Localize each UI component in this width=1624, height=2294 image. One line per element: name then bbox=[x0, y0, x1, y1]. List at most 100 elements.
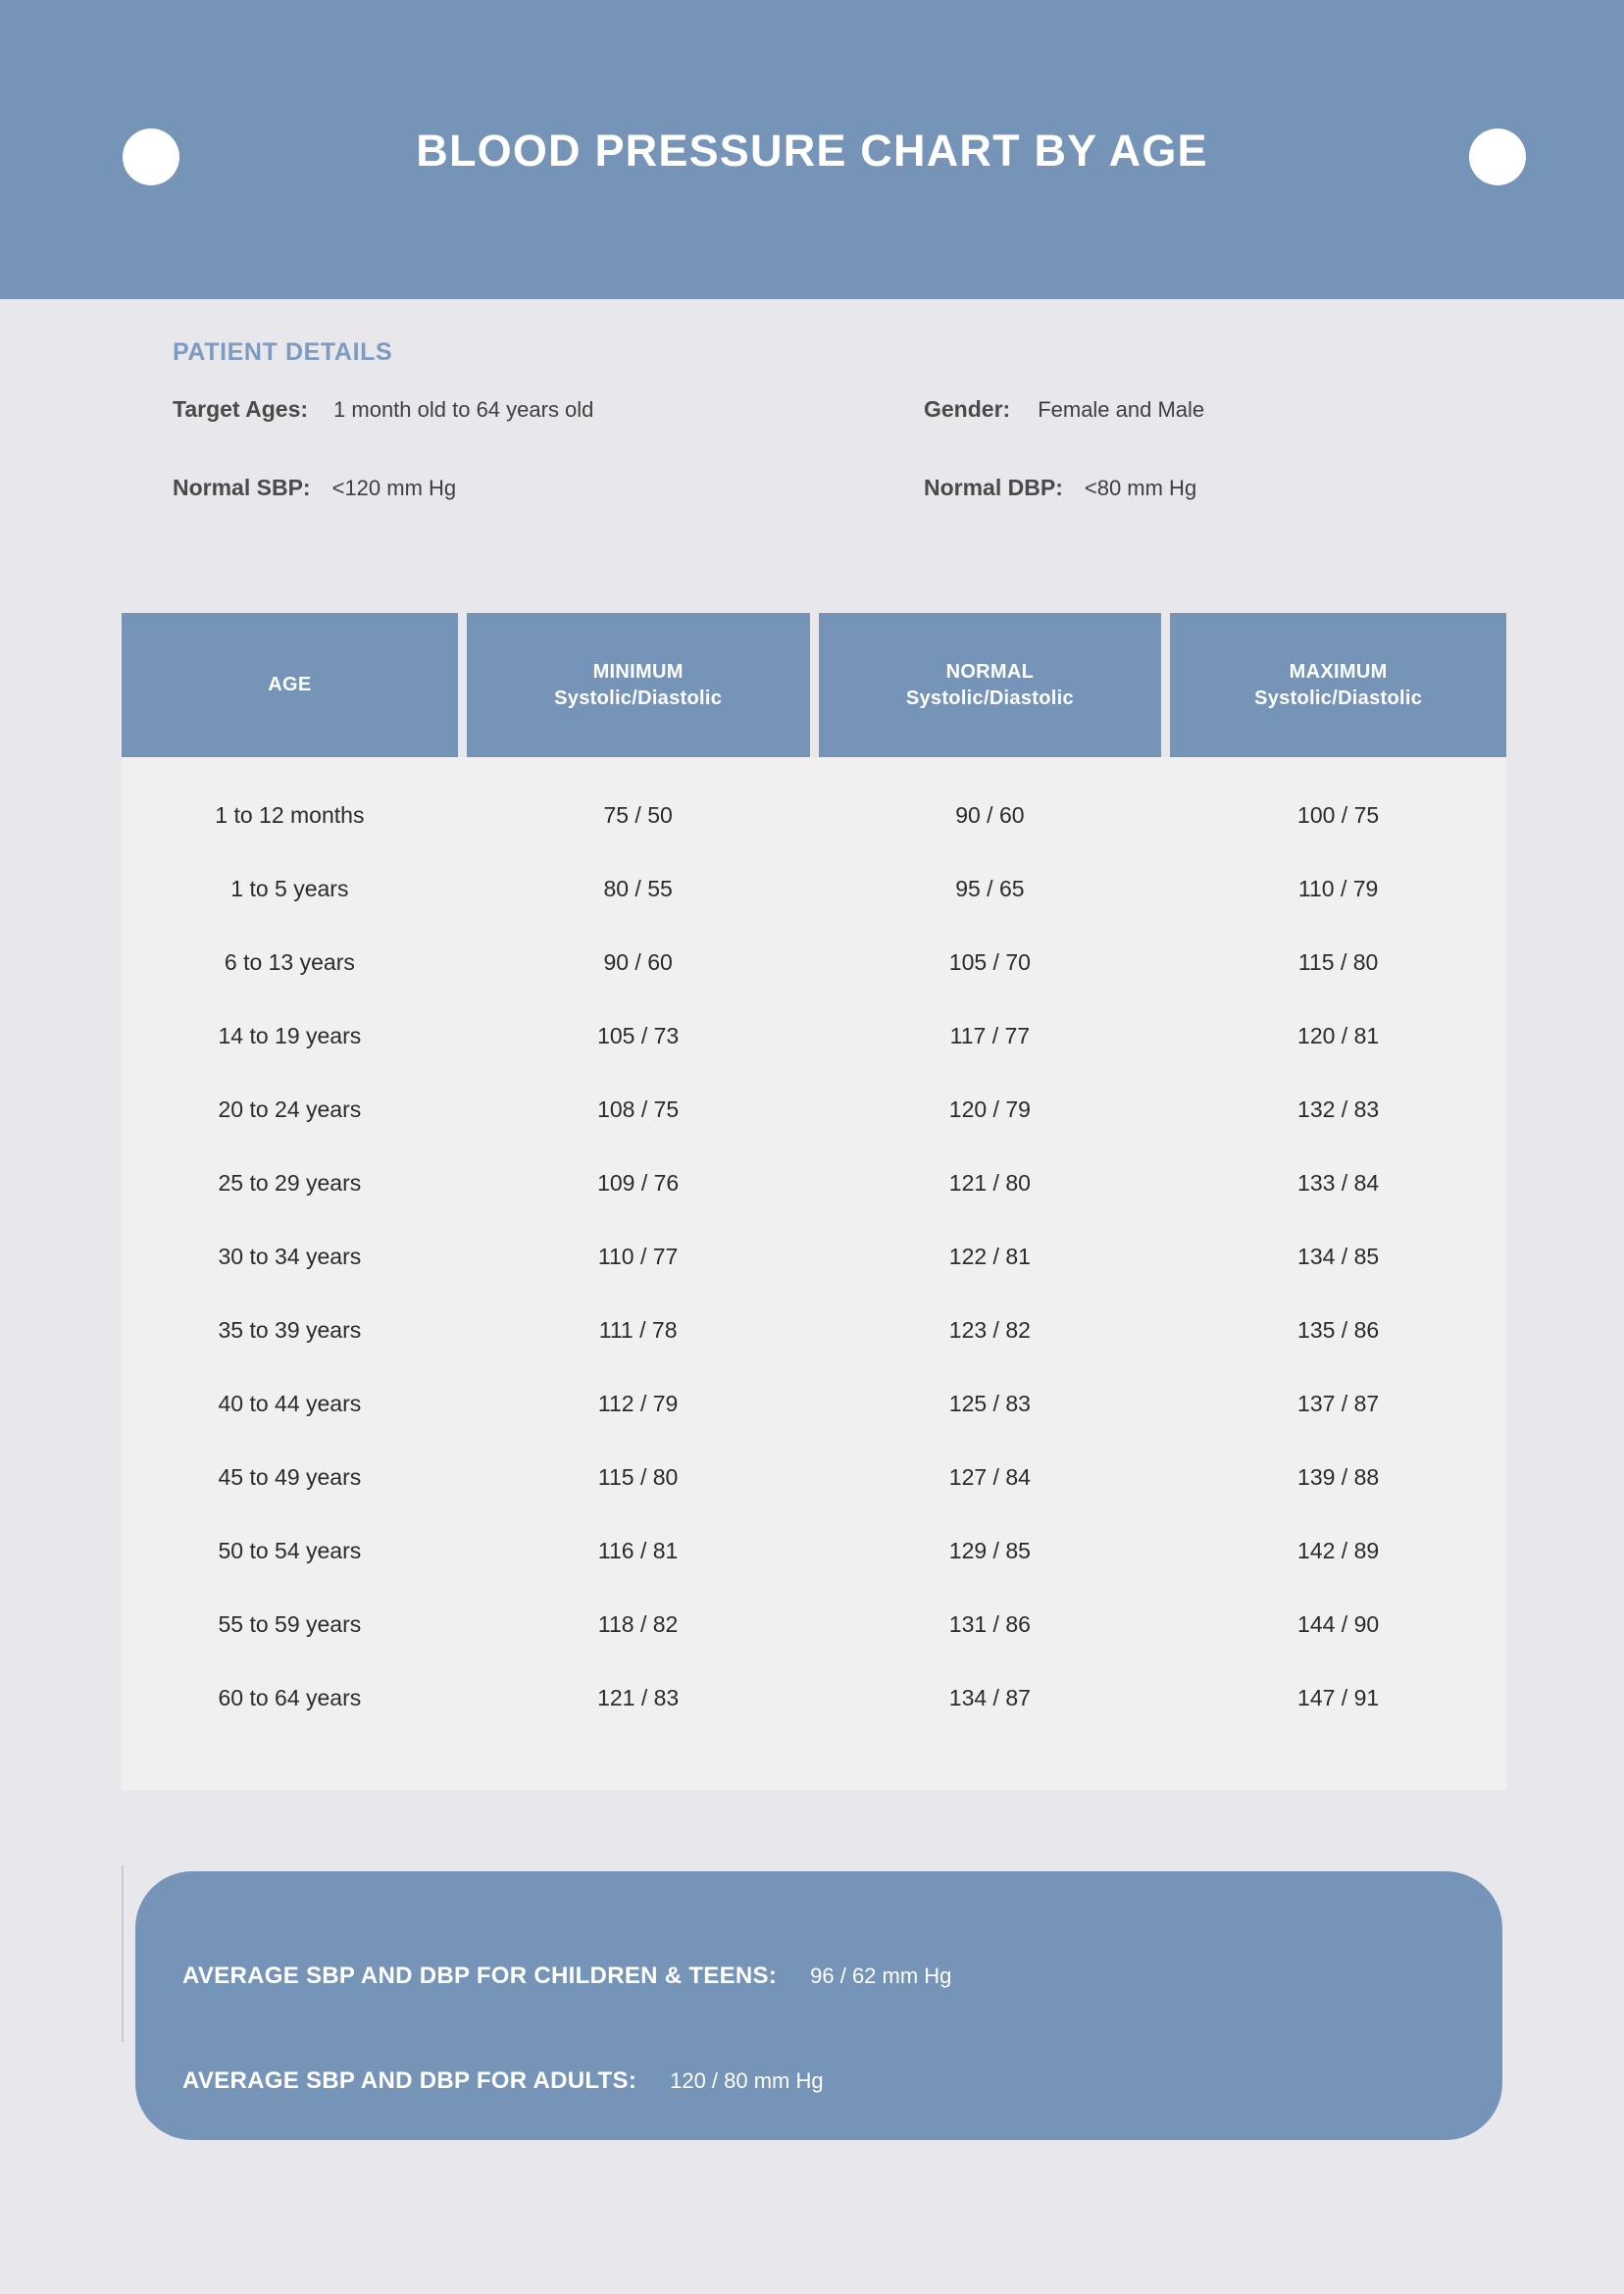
table-row: 6 to 13 years 90 / 60 105 / 70 115 / 80 bbox=[122, 926, 1506, 999]
page-title: BLOOD PRESSURE CHART BY AGE bbox=[416, 126, 1208, 176]
summary-label-children: AVERAGE SBP AND DBP FOR CHILDREN & TEENS… bbox=[182, 1963, 778, 1989]
table-header-minimum-title: MINIMUM bbox=[592, 661, 684, 684]
patient-details-grid: Target Ages: 1 month old to 64 years old… bbox=[122, 392, 1506, 515]
cell-maximum: 144 / 90 bbox=[1297, 1611, 1380, 1637]
cell-maximum: 137 / 87 bbox=[1297, 1391, 1380, 1416]
detail-gender: Gender: Female and Male bbox=[924, 396, 1204, 423]
cell-minimum: 80 / 55 bbox=[603, 876, 673, 901]
cell-age: 30 to 34 years bbox=[218, 1244, 362, 1269]
cell-minimum: 109 / 76 bbox=[597, 1170, 680, 1196]
table-header-normal-subtitle: Systolic/Diastolic bbox=[905, 687, 1074, 709]
table-header-minimum-subtitle: Systolic/Diastolic bbox=[554, 687, 723, 709]
table-row: 20 to 24 years 108 / 75 120 / 79 132 / 8… bbox=[122, 1073, 1506, 1147]
cell-minimum: 115 / 80 bbox=[597, 1464, 679, 1490]
cell-age: 45 to 49 years bbox=[218, 1464, 362, 1490]
cell-age: 40 to 44 years bbox=[218, 1391, 362, 1416]
cell-normal: 90 / 60 bbox=[955, 802, 1025, 828]
cell-age: 60 to 64 years bbox=[218, 1685, 362, 1710]
table-row: 60 to 64 years 121 / 83 134 / 87 147 / 9… bbox=[122, 1661, 1506, 1735]
table-body: 1 to 12 months 75 / 50 90 / 60 100 / 75 … bbox=[122, 757, 1506, 1790]
table-header-age-title: AGE bbox=[268, 674, 312, 696]
cell-normal: 95 / 65 bbox=[955, 876, 1025, 901]
decorative-circle-left-icon bbox=[123, 128, 179, 185]
cell-minimum: 116 / 81 bbox=[597, 1538, 679, 1563]
cell-minimum: 90 / 60 bbox=[603, 949, 673, 975]
cell-maximum: 142 / 89 bbox=[1297, 1538, 1380, 1563]
detail-label-normal-sbp: Normal SBP: bbox=[173, 475, 311, 500]
cell-age: 6 to 13 years bbox=[224, 949, 355, 975]
detail-normal-dbp: Normal DBP: <80 mm Hg bbox=[924, 475, 1196, 501]
detail-value-normal-sbp: <120 mm Hg bbox=[331, 476, 457, 500]
table-header-normal: NORMAL Systolic/Diastolic bbox=[818, 613, 1162, 757]
cell-normal: 131 / 86 bbox=[948, 1611, 1031, 1637]
summary-box: AVERAGE SBP AND DBP FOR CHILDREN & TEENS… bbox=[135, 1871, 1502, 2140]
detail-label-target-ages: Target Ages: bbox=[173, 396, 309, 422]
cell-age: 25 to 29 years bbox=[218, 1170, 362, 1196]
summary-left-rule bbox=[122, 1865, 124, 2042]
cell-normal: 105 / 70 bbox=[948, 949, 1031, 975]
table-header-normal-title: NORMAL bbox=[945, 661, 1035, 684]
cell-maximum: 120 / 81 bbox=[1297, 1023, 1380, 1048]
cell-minimum: 108 / 75 bbox=[597, 1096, 680, 1122]
cell-age: 20 to 24 years bbox=[218, 1096, 362, 1122]
cell-minimum: 121 / 83 bbox=[597, 1685, 680, 1710]
cell-maximum: 139 / 88 bbox=[1297, 1464, 1380, 1490]
cell-maximum: 132 / 83 bbox=[1297, 1096, 1380, 1122]
detail-value-target-ages: 1 month old to 64 years old bbox=[333, 397, 594, 422]
cell-age: 50 to 54 years bbox=[218, 1538, 362, 1563]
cell-maximum: 115 / 80 bbox=[1297, 949, 1379, 975]
table-header-age: AGE bbox=[122, 613, 458, 757]
detail-value-gender: Female and Male bbox=[1038, 397, 1205, 422]
cell-age: 35 to 39 years bbox=[218, 1317, 362, 1343]
table-row: 25 to 29 years 109 / 76 121 / 80 133 / 8… bbox=[122, 1147, 1506, 1220]
table-header-maximum-title: MAXIMUM bbox=[1289, 661, 1388, 684]
cell-normal: 122 / 81 bbox=[948, 1244, 1031, 1269]
cell-normal: 127 / 84 bbox=[948, 1464, 1031, 1490]
cell-minimum: 111 / 78 bbox=[598, 1317, 678, 1343]
table-header-maximum: MAXIMUM Systolic/Diastolic bbox=[1170, 613, 1506, 757]
table-row: 35 to 39 years 111 / 78 123 / 82 135 / 8… bbox=[122, 1294, 1506, 1367]
cell-maximum: 100 / 75 bbox=[1297, 802, 1380, 828]
summary-label-adults: AVERAGE SBP AND DBP FOR ADULTS: bbox=[182, 2067, 637, 2094]
cell-maximum: 147 / 91 bbox=[1297, 1685, 1380, 1710]
table-row: 1 to 5 years 80 / 55 95 / 65 110 / 79 bbox=[122, 852, 1506, 926]
cell-minimum: 105 / 73 bbox=[597, 1023, 680, 1048]
detail-value-normal-dbp: <80 mm Hg bbox=[1084, 476, 1197, 500]
cell-minimum: 112 / 79 bbox=[597, 1391, 679, 1416]
decorative-circle-right-icon bbox=[1469, 128, 1526, 185]
table-row: 30 to 34 years 110 / 77 122 / 81 134 / 8… bbox=[122, 1220, 1506, 1294]
table-row: 55 to 59 years 118 / 82 131 / 86 144 / 9… bbox=[122, 1588, 1506, 1661]
summary-value-children: 96 / 62 mm Hg bbox=[810, 1963, 952, 1988]
cell-maximum: 110 / 79 bbox=[1297, 876, 1379, 901]
detail-label-gender: Gender: bbox=[924, 396, 1011, 422]
cell-maximum: 135 / 86 bbox=[1297, 1317, 1380, 1343]
cell-maximum: 134 / 85 bbox=[1297, 1244, 1380, 1269]
table-row: 45 to 49 years 115 / 80 127 / 84 139 / 8… bbox=[122, 1441, 1506, 1514]
table-row: 14 to 19 years 105 / 73 117 / 77 120 / 8… bbox=[122, 999, 1506, 1073]
table-header-row: AGE MINIMUM Systolic/Diastolic NORMAL Sy… bbox=[122, 613, 1506, 757]
table-header-maximum-subtitle: Systolic/Diastolic bbox=[1254, 687, 1423, 709]
detail-target-ages: Target Ages: 1 month old to 64 years old bbox=[173, 396, 593, 423]
cell-minimum: 110 / 77 bbox=[597, 1244, 679, 1269]
summary-line-children: AVERAGE SBP AND DBP FOR CHILDREN & TEENS… bbox=[182, 1963, 951, 1990]
summary-line-adults: AVERAGE SBP AND DBP FOR ADULTS: 120 / 80… bbox=[182, 2067, 824, 2095]
blood-pressure-table: AGE MINIMUM Systolic/Diastolic NORMAL Sy… bbox=[122, 613, 1506, 1790]
cell-minimum: 75 / 50 bbox=[603, 802, 673, 828]
cell-age: 1 to 5 years bbox=[230, 876, 349, 901]
cell-normal: 123 / 82 bbox=[948, 1317, 1031, 1343]
page-header-band: BLOOD PRESSURE CHART BY AGE bbox=[0, 0, 1624, 299]
cell-normal: 120 / 79 bbox=[948, 1096, 1031, 1122]
cell-maximum: 133 / 84 bbox=[1297, 1170, 1380, 1196]
detail-label-normal-dbp: Normal DBP: bbox=[924, 475, 1063, 500]
cell-normal: 129 / 85 bbox=[948, 1538, 1031, 1563]
summary-value-adults: 120 / 80 mm Hg bbox=[670, 2068, 824, 2093]
patient-details-section: PATIENT DETAILS Target Ages: 1 month old… bbox=[122, 338, 1506, 515]
cell-age: 55 to 59 years bbox=[218, 1611, 362, 1637]
table-row: 1 to 12 months 75 / 50 90 / 60 100 / 75 bbox=[122, 779, 1506, 852]
cell-normal: 117 / 77 bbox=[949, 1023, 1031, 1048]
cell-age: 14 to 19 years bbox=[218, 1023, 362, 1048]
cell-normal: 125 / 83 bbox=[948, 1391, 1031, 1416]
table-header-minimum: MINIMUM Systolic/Diastolic bbox=[466, 613, 810, 757]
cell-normal: 121 / 80 bbox=[948, 1170, 1031, 1196]
cell-minimum: 118 / 82 bbox=[597, 1611, 679, 1637]
